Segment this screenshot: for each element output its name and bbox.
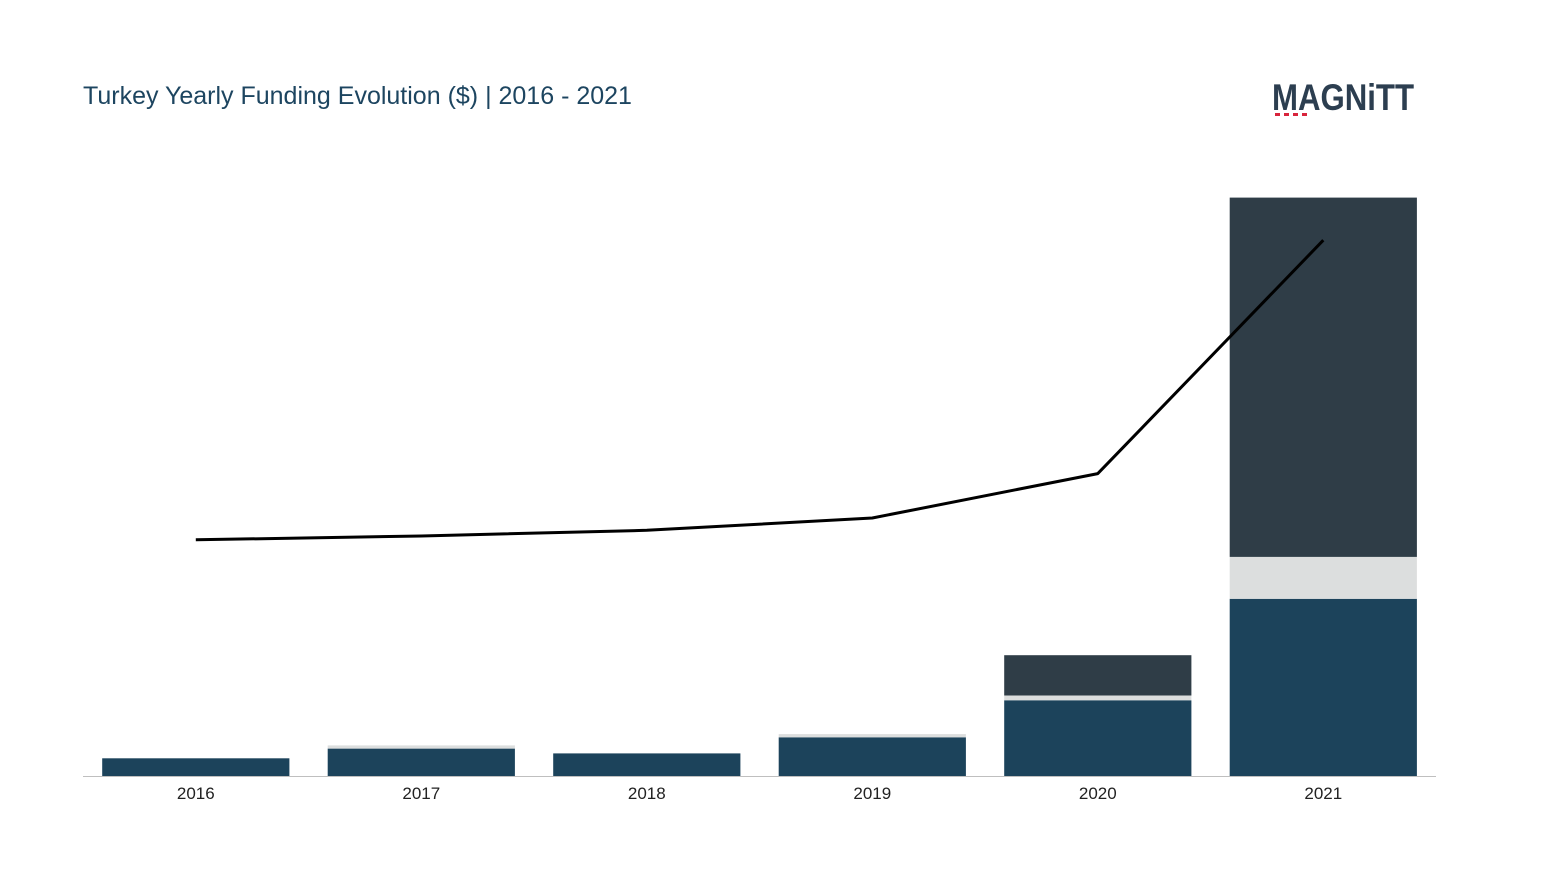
- bar-2020-series-2: [1004, 695, 1192, 701]
- bar-2017-series-2: [327, 745, 515, 749]
- bar-2020-series-3: [1004, 655, 1192, 696]
- bar-2018-series-1: [553, 753, 741, 776]
- bar-2017-series-1: [327, 748, 515, 776]
- line-series-1: [195, 239, 1325, 542]
- bar-2020-series-1: [1004, 700, 1192, 776]
- x-tick-label-2021: 2021: [1304, 784, 1342, 803]
- bar-2021-series-2: [1229, 556, 1417, 599]
- bar-2019-series-2: [778, 734, 966, 738]
- bar-2016-series-1: [102, 758, 290, 776]
- magnitt-logo: MAGNiTT: [1272, 77, 1414, 118]
- ticks-layer: 2016 2017 2018 2019 2020 2021: [177, 784, 1342, 803]
- bars-layer: [102, 197, 1417, 776]
- x-tick-label-2020: 2020: [1079, 784, 1117, 803]
- bar-2021-series-3: [1229, 197, 1417, 557]
- x-tick-label-2017: 2017: [402, 784, 440, 803]
- x-tick-label-2018: 2018: [628, 784, 666, 803]
- x-tick-label-2016: 2016: [177, 784, 215, 803]
- chart-title: Turkey Yearly Funding Evolution ($) | 20…: [83, 82, 632, 110]
- bar-2021-series-1: [1229, 598, 1417, 776]
- x-tick-label-2019: 2019: [853, 784, 891, 803]
- svg-text:MAGNiTT: MAGNiTT: [1272, 77, 1414, 118]
- line-layer: [195, 239, 1325, 542]
- bar-2019-series-1: [778, 737, 966, 776]
